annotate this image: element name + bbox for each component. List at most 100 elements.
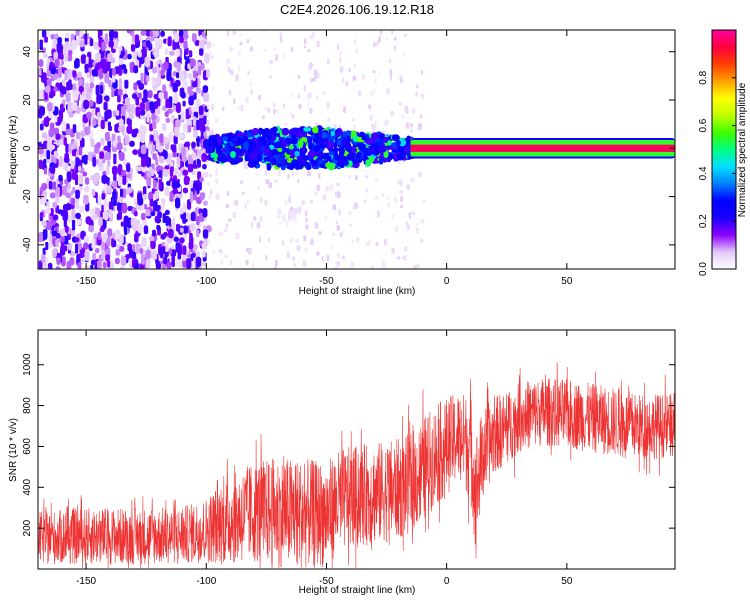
spectrogram-sparse-cell (403, 246, 408, 252)
spectrogram-sparse-cell (219, 231, 223, 237)
spectrogram-noise-cell (132, 222, 138, 232)
spectrogram-noise-cell (111, 90, 115, 98)
spectrogram-noise-cell (145, 101, 150, 112)
spectrogram-sparse-cell (275, 109, 279, 113)
spectrogram-sparse-cell (304, 248, 308, 252)
spectrogram-signal-cell (256, 153, 263, 162)
spectrogram-noise-cell (191, 141, 196, 149)
spectrogram-noise-cell (67, 54, 73, 62)
spectrogram-signal-cell (254, 159, 259, 165)
spectrogram-sparse-cell (244, 162, 248, 170)
spectrogram-noise-cell (200, 192, 205, 201)
spectrogram-noise-cell (168, 131, 173, 142)
spectrogram-signal-cell (298, 140, 303, 149)
spectrogram-sparse-cell (289, 112, 293, 117)
spectrogram-noise-cell (120, 256, 127, 267)
spectrogram-noise-cell (202, 171, 209, 178)
spectrogram-noise-cell (87, 151, 93, 161)
spectrogram-noise-cell (148, 235, 155, 242)
spectrogram-sparse-cell (284, 122, 288, 127)
spectrogram-noise-cell (118, 118, 124, 127)
spectrogram-noise-cell (169, 50, 175, 56)
spectrogram-noise-cell (161, 123, 167, 131)
spectrogram-noise-cell (178, 172, 182, 178)
spectrogram-noise-cell (48, 241, 53, 249)
spectrogram-sparse-cell (209, 173, 212, 178)
spectrogram-noise-cell (175, 197, 181, 209)
spectrogram-noise-cell (172, 105, 176, 112)
spectrogram-sparse-cell (324, 215, 328, 221)
spectrogram-noise-cell (142, 219, 148, 227)
spectrogram-signal-cell (271, 149, 279, 156)
spectrogram-noise-cell (123, 68, 128, 74)
spectrogram-noise-cell (179, 246, 183, 255)
spectrogram-signal-cell (336, 140, 342, 146)
spectrogram-noise-cell (176, 191, 183, 200)
spectrogram-sparse-cell (318, 173, 321, 179)
spectrogram-sparse-cell (310, 238, 314, 245)
spectrogram-signal-cell (372, 148, 380, 156)
spectrogram-sparse-cell (381, 193, 384, 198)
spectrogram-noise-cell (108, 40, 114, 48)
spectrogram-sparse-cell (228, 47, 233, 52)
spectrogram-x-tick-label: -150 (76, 276, 96, 287)
spectrogram-noise-cell (75, 189, 80, 199)
spectrogram-sparse-cell (316, 251, 320, 256)
spectrogram-sparse-cell (246, 198, 250, 204)
spectrogram-sparse-cell (372, 69, 376, 73)
spectrogram-noise-cell (171, 180, 178, 190)
spectrogram-sparse-cell (410, 123, 413, 128)
spectrogram-noise-cell (185, 212, 190, 220)
spectrogram-noise-cell (93, 232, 98, 240)
spectrogram-noise-cell (53, 150, 59, 158)
spectrogram-noise-cell (201, 242, 207, 250)
spectrogram-noise-cell (42, 229, 48, 240)
spectrogram-sparse-cell (280, 37, 283, 43)
spectrogram-noise-cell (112, 39, 119, 50)
spectrogram-sparse-cell (339, 66, 344, 73)
spectrogram-sparse-cell (297, 74, 301, 80)
spectrogram-signal-cell (230, 150, 236, 158)
spectrogram-noise-cell (152, 153, 157, 160)
spectrogram-noise-cell (112, 190, 117, 200)
spectrogram-signal-cell (291, 137, 298, 145)
spectrogram-sparse-cell (417, 127, 420, 131)
spectrogram-noise-cell (48, 180, 53, 190)
spectrogram-noise-cell (89, 38, 94, 47)
spectrogram-noise-cell (104, 72, 110, 83)
spectrogram-noise-cell (107, 160, 111, 167)
spectrogram-sparse-cell (404, 254, 407, 262)
colorbar-gradient (711, 29, 737, 270)
spectrogram-sparse-cell (249, 81, 252, 88)
spectrogram-sparse-cell (405, 109, 409, 114)
spectrogram-noise-cell (107, 185, 112, 194)
spectrogram-sparse-cell (372, 125, 376, 130)
spectrogram-noise-cell (182, 245, 187, 255)
spectrogram-noise-cell (182, 225, 189, 234)
spectrogram-sparse-cell (420, 114, 423, 119)
spectrogram-noise-cell (90, 138, 95, 148)
spectrogram-sparse-cell (273, 108, 276, 115)
spectrogram-noise-cell (204, 52, 210, 64)
spectrogram-sparse-cell (237, 51, 242, 56)
spectrogram-noise-cell (79, 131, 86, 137)
spectrogram-noise-cell (49, 61, 54, 69)
spectrogram-sparse-cell (211, 43, 215, 47)
spectrogram-signal-cell (378, 134, 385, 139)
spectrogram-noise-cell (194, 39, 200, 46)
spectrogram-noise-cell (48, 128, 54, 138)
spectrogram-noise-cell (102, 232, 108, 241)
spectrogram-sparse-cell (312, 77, 316, 82)
spectrogram-noise-cell (39, 211, 44, 218)
spectrogram-noise-cell (160, 202, 164, 212)
spectrogram-signal-cell (322, 152, 328, 160)
spectrogram-sparse-cell (259, 216, 263, 223)
spectrogram-noise-cell (59, 103, 64, 111)
spectrogram-noise-cell (126, 30, 132, 34)
spectrogram-noise-cell (91, 213, 98, 221)
spectrogram-noise-cell (160, 69, 165, 77)
spectrogram-noise-cell (135, 243, 140, 254)
spectrogram-signal-cell (294, 150, 300, 157)
spectrogram-noise-cell (122, 146, 127, 153)
spectrogram-sparse-cell (415, 91, 419, 97)
